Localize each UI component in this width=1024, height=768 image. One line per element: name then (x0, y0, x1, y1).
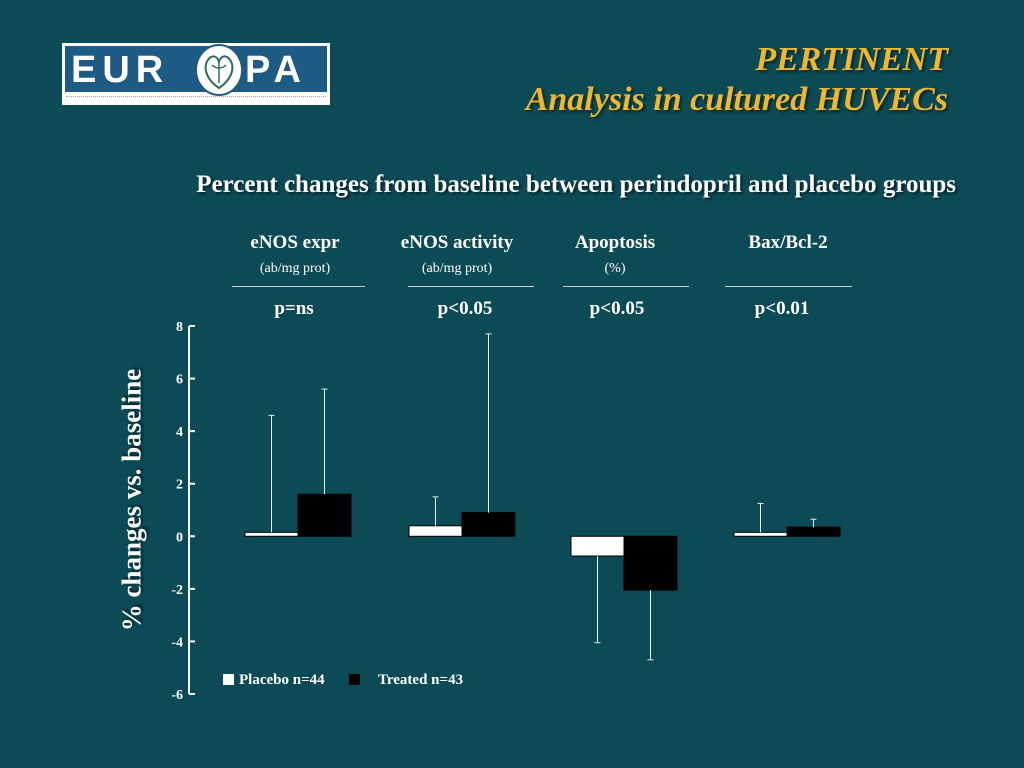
group-divider (725, 286, 852, 287)
bar-treated (786, 526, 841, 537)
group-divider (563, 286, 689, 287)
group-header-enos-expr: eNOS expr (ab/mg prot) (225, 232, 365, 280)
bar-placebo (570, 535, 625, 557)
legend-label-treated: Treated n=43 (378, 672, 464, 688)
group-header-bax-bcl2: Bax/Bcl-2 (718, 232, 858, 258)
heart-icon (195, 44, 243, 96)
p-value-enos-expr: p=ns (274, 298, 314, 319)
legend-swatch-treated (349, 674, 360, 685)
logo-text-right: PA (245, 49, 307, 91)
bar-placebo (408, 525, 463, 537)
y-tick-label: 6 (176, 373, 183, 388)
group-unit: (ab/mg prot) (259, 261, 331, 276)
legend-swatch-placebo (223, 674, 234, 685)
group-unit: (ab/mg prot) (421, 261, 493, 276)
title-line-2: Analysis in cultured HUVECs (525, 81, 948, 118)
bar-placebo (733, 531, 788, 537)
group-divider (232, 286, 365, 287)
p-value-bax-bcl2: p<0.01 (754, 298, 810, 319)
title-line-1: PERTINENT (755, 41, 948, 78)
group-header-enos-activity: eNOS activity (ab/mg prot) (387, 232, 527, 280)
y-tick-label: 0 (176, 530, 183, 545)
group-name: Apoptosis (574, 232, 656, 253)
group-name: eNOS expr (250, 232, 340, 253)
y-tick-label: -4 (171, 635, 183, 650)
group-name: Bax/Bcl-2 (748, 232, 828, 253)
chart-title: Percent changes from baseline between pe… (196, 171, 956, 198)
p-value-enos-activity: p<0.05 (437, 298, 493, 319)
group-unit: (%) (604, 261, 626, 276)
legend-item-placebo: Placebo n=44 (223, 672, 325, 689)
logo-text-left: EUR (71, 49, 170, 91)
slide-title: PERTINENT Analysis in cultured HUVECs (526, 40, 948, 120)
bar-placebo (244, 531, 299, 537)
group-header-apoptosis: Apoptosis (%) (545, 232, 685, 280)
legend-label-placebo: Placebo n=44 (239, 672, 325, 688)
y-tick-label: 4 (176, 425, 183, 440)
y-tick-label: -2 (171, 583, 183, 598)
europa-logo: EUR PA (62, 43, 330, 105)
y-tick-label: 8 (176, 320, 183, 335)
group-name: eNOS activity (400, 232, 514, 253)
bar-treated (623, 535, 678, 591)
p-value-apoptosis: p<0.05 (589, 298, 645, 319)
group-divider (408, 286, 534, 287)
legend-item-treated: Treated n=43 (349, 672, 463, 689)
y-tick-label: -6 (171, 688, 183, 703)
bar-treated (461, 512, 516, 537)
bar-treated (297, 493, 352, 537)
logo-caption-line (66, 96, 326, 103)
y-tick-label: 2 (176, 478, 183, 493)
